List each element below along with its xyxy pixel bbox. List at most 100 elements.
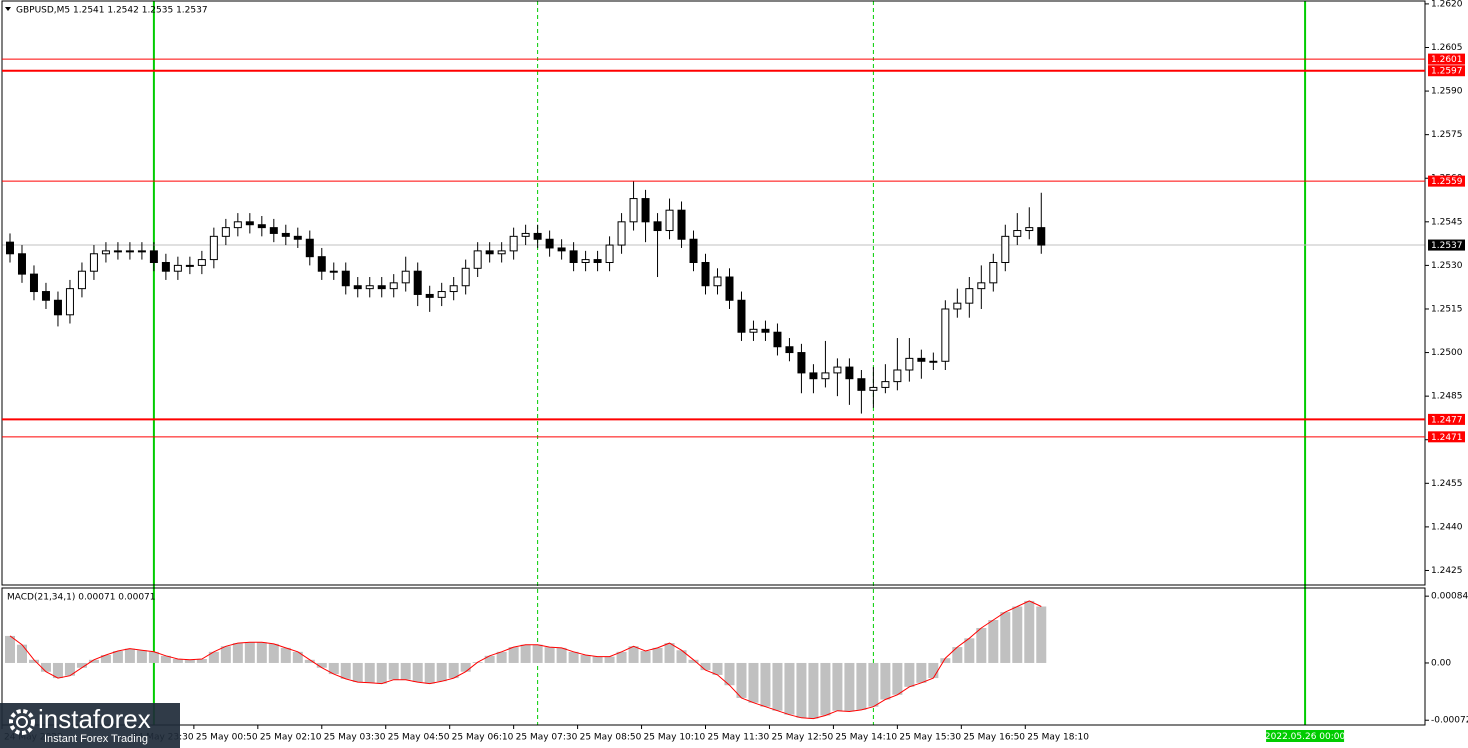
macd-bar <box>292 651 303 663</box>
y-tick-label: 1.2485 <box>1431 392 1463 402</box>
candle-body <box>413 270 422 295</box>
macd-bar <box>280 647 291 663</box>
candle-body <box>41 291 50 301</box>
macd-bar <box>76 662 87 668</box>
macd-bar <box>124 648 135 663</box>
candle-body <box>869 386 878 391</box>
macd-bar <box>484 655 495 663</box>
macd-bar <box>976 627 987 663</box>
candle-body <box>629 198 638 223</box>
x-tick-label: 25 May 03:30 <box>324 733 386 743</box>
current-price-label: 1.2537 <box>1431 241 1463 251</box>
candle-body <box>1025 227 1034 232</box>
macd-bar <box>964 638 975 663</box>
macd-bar <box>580 655 591 663</box>
macd-bar <box>520 644 531 663</box>
macd-bar <box>736 662 747 698</box>
candle-body <box>905 357 914 371</box>
macd-bar <box>256 642 267 663</box>
symbol-menu-arrow[interactable] <box>5 7 11 11</box>
level-tag <box>1428 431 1465 443</box>
x-tick-label: 25 May 15:30 <box>899 733 961 743</box>
watermark-gear <box>9 709 35 735</box>
candle-body <box>317 256 326 272</box>
candle-body <box>713 276 722 287</box>
cursor-time-label: 2022.05.26 00:00 <box>1265 732 1346 742</box>
macd-bar <box>880 662 891 700</box>
x-tick-label: 25 May 02:10 <box>260 733 322 743</box>
macd-bar <box>652 647 663 663</box>
macd-bar <box>136 650 147 663</box>
macd-bar <box>244 642 255 663</box>
macd-bar <box>232 643 243 663</box>
x-tick-label: 25 May 16:50 <box>963 733 1025 743</box>
macd-bar <box>604 656 615 663</box>
x-tick-label: 25 May 11:30 <box>708 733 770 743</box>
macd-bar <box>208 651 219 663</box>
candle-body <box>605 244 614 263</box>
candle-body <box>1013 230 1022 237</box>
macd-bar <box>808 662 819 719</box>
macd-bar <box>664 643 675 663</box>
candle-body <box>509 235 518 252</box>
macd-bar <box>916 662 927 683</box>
macd-bar <box>112 651 123 663</box>
macd-bar <box>568 651 579 663</box>
candle-body <box>989 261 998 284</box>
macd-bar <box>172 658 183 663</box>
macd-bar <box>616 651 627 663</box>
level-label: 1.2601 <box>1431 55 1463 65</box>
candle-body <box>197 259 206 266</box>
candle-body <box>437 291 446 298</box>
macd-bar <box>340 662 351 679</box>
macd-bar <box>364 662 375 683</box>
candle-body <box>473 250 482 269</box>
x-tick-label: 25 May 18:10 <box>1027 733 1089 743</box>
candle-body <box>821 372 830 380</box>
candle-body <box>113 250 122 253</box>
candle-body <box>53 299 62 316</box>
y-tick-label: 1.2605 <box>1431 43 1463 53</box>
macd-bar <box>316 662 327 668</box>
candle-body <box>965 288 974 304</box>
candle-body <box>461 267 470 287</box>
macd-y-tick-label: 0.00084 <box>1431 592 1468 602</box>
candle-body <box>521 232 530 237</box>
candle-body <box>137 250 146 253</box>
macd-bar <box>448 662 459 679</box>
candle-body <box>353 285 362 290</box>
level-tag <box>1428 65 1465 77</box>
macd-bar <box>532 644 543 663</box>
candle-body <box>209 235 218 261</box>
candle-body <box>161 261 170 272</box>
candle-body <box>533 232 542 240</box>
candle-body <box>281 232 290 237</box>
candle-body <box>641 198 650 223</box>
x-tick-label: 25 May 12:50 <box>771 733 833 743</box>
front-layer: 1.2601 1.2559 1.2471 1.2597 1.2477 1.2537 2022… <box>2 53 1465 742</box>
macd-bar <box>352 662 363 683</box>
macd-bar <box>748 662 759 703</box>
x-tick-label: 25 May 04:50 <box>388 733 450 743</box>
macd-bar <box>100 655 111 663</box>
candle-body <box>449 285 458 293</box>
candle-body <box>425 293 434 298</box>
candle-body <box>305 238 314 258</box>
watermark-tagline: Instant Forex Trading <box>44 733 148 745</box>
macd-bar <box>460 662 471 672</box>
macd-bar <box>148 651 159 663</box>
macd-bar <box>400 662 411 680</box>
macd-bar <box>628 646 639 663</box>
macd-bar <box>388 662 399 680</box>
candle-body <box>689 238 698 263</box>
candle-body <box>221 227 230 237</box>
macd-bar <box>700 662 711 671</box>
macd-bar <box>64 662 75 676</box>
macd-y-tick-label: -0.00072 <box>1431 716 1468 726</box>
macd-bar <box>904 662 915 687</box>
macd-bar <box>868 662 879 707</box>
candle-body <box>101 250 110 255</box>
macd-bar <box>304 659 315 663</box>
candle-body <box>917 357 926 362</box>
candle-body <box>5 241 14 255</box>
